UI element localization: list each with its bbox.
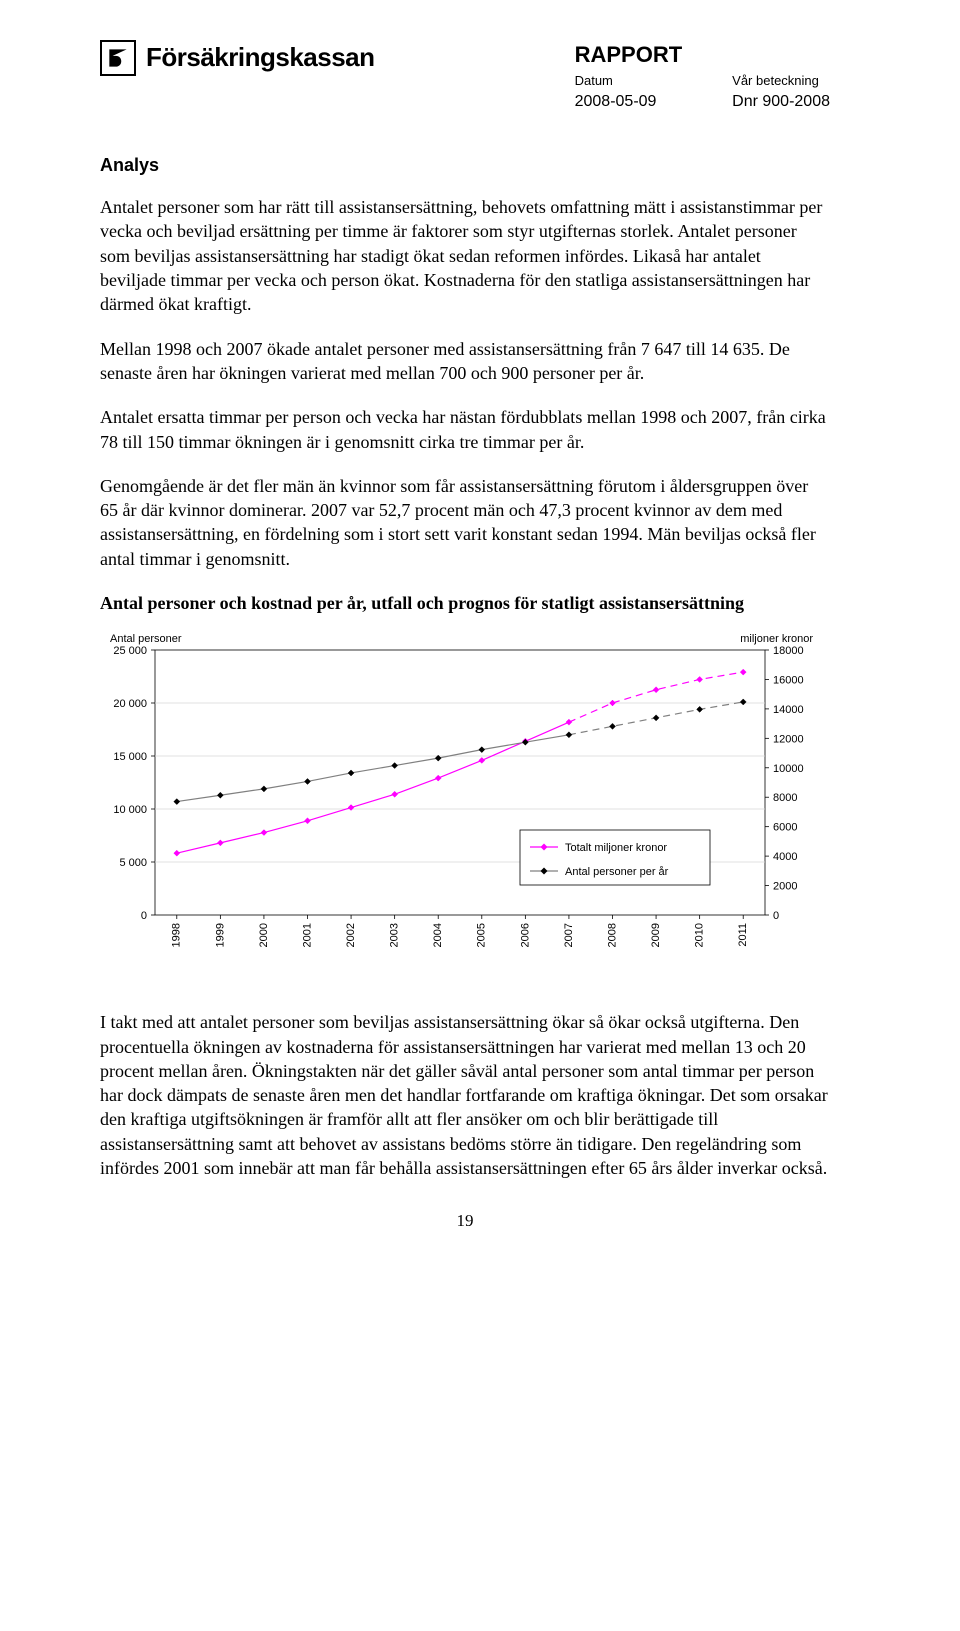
paragraph-4: Genomgående är det fler män än kvinnor s…	[100, 474, 830, 571]
svg-text:20 000: 20 000	[113, 698, 147, 710]
svg-text:2004: 2004	[432, 923, 444, 947]
svg-text:14000: 14000	[773, 704, 804, 716]
svg-text:Antal personer per år: Antal personer per år	[565, 866, 669, 878]
svg-text:4000: 4000	[773, 851, 797, 863]
page-number: 19	[100, 1210, 830, 1233]
datum-label: Datum	[575, 72, 683, 90]
svg-text:12000: 12000	[773, 734, 804, 746]
svg-text:1998: 1998	[171, 923, 183, 947]
section-heading: Analys	[100, 153, 830, 177]
beteckning-label: Vår beteckning	[732, 72, 830, 90]
svg-text:5 000: 5 000	[119, 857, 147, 869]
paragraph-3: Antalet ersatta timmar per person och ve…	[100, 405, 830, 454]
svg-text:2011: 2011	[737, 923, 749, 947]
svg-text:10000: 10000	[773, 763, 804, 775]
svg-text:2000: 2000	[258, 923, 270, 947]
meta-col-right: . Vår beteckning Dnr 900-2008	[732, 40, 830, 113]
header-meta: RAPPORT Datum 2008-05-09 . Vår betecknin…	[575, 40, 830, 113]
paragraph-1: Antalet personer som har rätt till assis…	[100, 195, 830, 316]
svg-text:10 000: 10 000	[113, 804, 147, 816]
svg-text:Antal personer: Antal personer	[110, 633, 182, 645]
svg-text:miljoner kronor: miljoner kronor	[740, 633, 813, 645]
chart-title: Antal personer och kostnad per år, utfal…	[100, 591, 830, 615]
svg-text:2001: 2001	[301, 923, 313, 947]
svg-text:2006: 2006	[519, 923, 531, 947]
svg-text:25 000: 25 000	[113, 645, 147, 657]
chart-svg: 0 5 000 10 000 15 000 20 000 25 000 0 2000 4000 6…	[100, 625, 820, 985]
svg-text:2000: 2000	[773, 881, 797, 893]
meta-col-left: RAPPORT Datum 2008-05-09	[575, 40, 683, 113]
chart-container: 0 5 000 10 000 15 000 20 000 25 000 0 2000 4000 6…	[100, 625, 820, 985]
svg-text:15 000: 15 000	[113, 751, 147, 763]
logo: Försäkringskassan	[100, 40, 575, 76]
svg-text:1999: 1999	[214, 923, 226, 947]
svg-text:8000: 8000	[773, 793, 797, 805]
svg-text:2005: 2005	[476, 923, 488, 947]
logo-text: Försäkringskassan	[146, 40, 375, 75]
svg-text:2009: 2009	[650, 923, 662, 947]
paragraph-2: Mellan 1998 och 2007 ökade antalet perso…	[100, 337, 830, 386]
svg-text:2008: 2008	[606, 923, 618, 947]
svg-text:0: 0	[773, 910, 779, 922]
svg-text:0: 0	[141, 910, 147, 922]
logo-mark-icon	[100, 40, 136, 76]
svg-text:2002: 2002	[345, 923, 357, 947]
svg-text:2003: 2003	[389, 923, 401, 947]
beteckning-value: Dnr 900-2008	[732, 91, 830, 113]
svg-text:2010: 2010	[694, 923, 706, 947]
svg-text:18000: 18000	[773, 645, 804, 657]
datum-value: 2008-05-09	[575, 91, 683, 113]
page-header: Försäkringskassan RAPPORT Datum 2008-05-…	[100, 40, 830, 113]
rapport-title: RAPPORT	[575, 40, 683, 70]
svg-text:Totalt miljoner kronor: Totalt miljoner kronor	[565, 842, 667, 854]
svg-text:16000: 16000	[773, 675, 804, 687]
svg-text:6000: 6000	[773, 822, 797, 834]
svg-text:2007: 2007	[563, 923, 575, 947]
paragraph-5: I takt med att antalet personer som bevi…	[100, 1010, 830, 1180]
